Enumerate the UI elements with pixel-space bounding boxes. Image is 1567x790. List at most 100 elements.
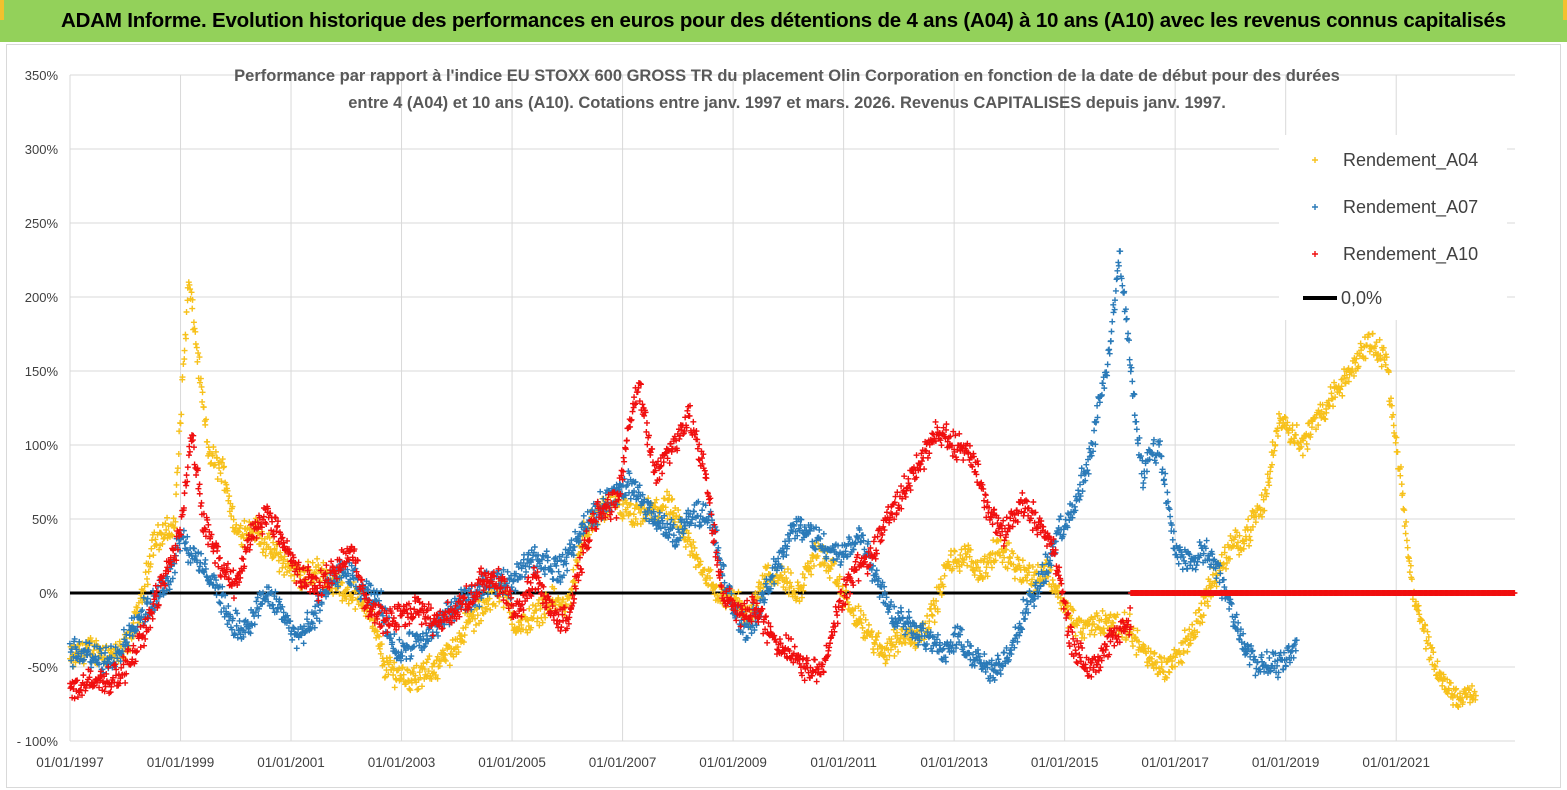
data-point	[670, 509, 677, 516]
data-point	[489, 601, 496, 608]
data-point	[1247, 527, 1254, 534]
data-point	[369, 623, 376, 630]
data-point	[566, 609, 573, 616]
data-point	[852, 605, 859, 612]
data-point	[1420, 627, 1427, 634]
data-point	[1330, 403, 1337, 410]
data-point	[1282, 414, 1289, 421]
data-point	[423, 659, 430, 666]
data-point	[1380, 344, 1387, 351]
data-point	[174, 469, 181, 476]
data-point	[1345, 378, 1352, 385]
data-point	[197, 559, 204, 566]
data-point	[197, 375, 204, 382]
data-point	[164, 514, 171, 521]
data-point	[1385, 369, 1392, 376]
data-point	[752, 590, 759, 597]
data-point	[119, 648, 126, 655]
chart-frame: - 100% -50% 0% 50% 100% 150% 200% 250% 300% 350% 0…	[6, 44, 1561, 788]
data-point	[434, 632, 441, 639]
data-point	[539, 619, 546, 626]
report-title: ADAM Informe. Evolution historique des p…	[61, 9, 1506, 32]
data-point	[330, 590, 337, 597]
data-point	[389, 639, 396, 646]
data-point	[272, 588, 279, 595]
data-point	[1403, 537, 1410, 544]
data-point	[202, 556, 209, 563]
data-point	[1159, 668, 1166, 675]
data-point	[1192, 566, 1199, 573]
data-point	[1246, 533, 1253, 540]
y-tick-label: 100%	[25, 438, 59, 453]
data-point	[189, 305, 196, 312]
data-point	[1327, 383, 1334, 390]
data-point	[1175, 560, 1182, 567]
data-point	[951, 630, 958, 637]
data-point	[1093, 610, 1100, 617]
data-point	[1304, 446, 1311, 453]
data-point	[270, 539, 277, 546]
data-point	[343, 595, 350, 602]
data-point	[1107, 337, 1114, 344]
data-point	[748, 630, 755, 637]
data-point	[1094, 612, 1101, 619]
data-point	[875, 630, 882, 637]
data-point	[859, 532, 866, 539]
data-point	[1080, 625, 1087, 632]
data-point	[1226, 555, 1233, 562]
data-point	[874, 633, 881, 640]
data-point	[1129, 638, 1136, 645]
data-point	[1263, 490, 1270, 497]
data-point	[207, 460, 214, 467]
data-point	[526, 605, 533, 612]
data-point	[1471, 688, 1478, 695]
data-point	[339, 597, 346, 604]
data-point	[1171, 646, 1178, 653]
data-point	[320, 559, 327, 566]
data-point	[254, 594, 261, 601]
data-point	[273, 608, 280, 615]
data-point	[421, 666, 428, 673]
data-point	[796, 598, 803, 605]
data-point	[387, 657, 394, 664]
data-point	[1025, 569, 1032, 576]
data-point	[613, 514, 620, 521]
data-point	[123, 639, 130, 646]
data-point	[171, 569, 178, 576]
data-point	[1105, 617, 1112, 624]
data-point	[247, 630, 254, 637]
data-point	[857, 615, 864, 622]
data-point	[524, 616, 531, 623]
data-point	[102, 649, 109, 656]
data-point	[281, 571, 288, 578]
data-point	[675, 507, 682, 514]
data-point	[924, 612, 931, 619]
data-point	[265, 530, 272, 537]
x-tick-label: 01/01/1999	[147, 755, 215, 770]
data-point	[190, 319, 197, 326]
data-point	[1328, 390, 1335, 397]
data-point	[352, 606, 359, 613]
data-point	[754, 594, 761, 601]
data-point	[1180, 649, 1187, 656]
data-point	[536, 622, 543, 629]
data-point	[955, 558, 962, 565]
data-point	[1166, 669, 1173, 676]
data-point	[413, 662, 420, 669]
data-point	[1469, 682, 1475, 689]
data-point	[228, 513, 235, 520]
data-point	[893, 629, 900, 636]
data-point	[905, 608, 912, 615]
data-point	[664, 488, 671, 495]
data-point	[859, 624, 866, 631]
data-point	[222, 592, 229, 599]
data-point	[87, 635, 94, 642]
data-point	[623, 437, 630, 444]
data-point	[434, 653, 441, 660]
data-point	[235, 528, 242, 535]
data-point	[1462, 689, 1469, 696]
data-point	[214, 455, 221, 462]
data-point	[213, 577, 220, 584]
data-point	[1431, 662, 1438, 669]
data-point	[198, 499, 205, 506]
